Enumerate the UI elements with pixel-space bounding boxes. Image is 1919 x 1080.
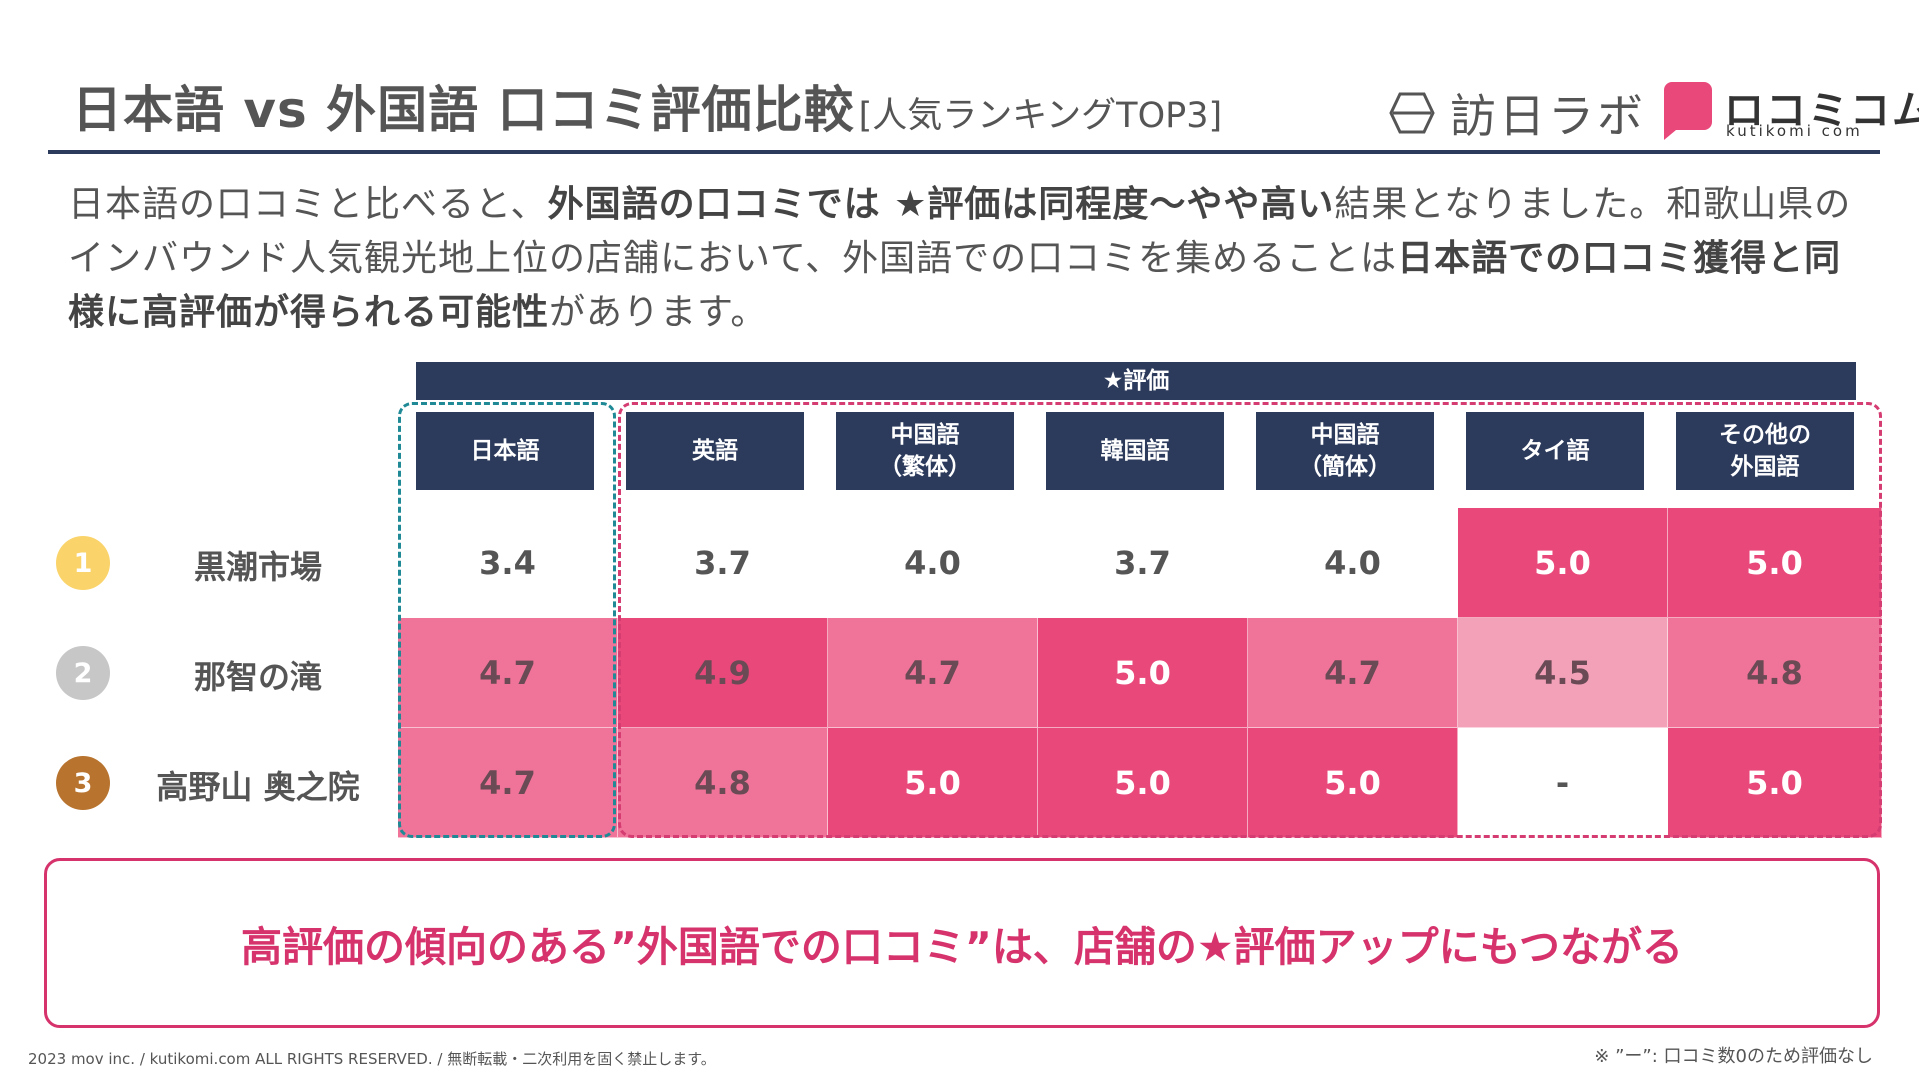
store-name: 那智の滝 <box>193 658 322 696</box>
footnote-text: ※ ”ー”: 口コミ数0のため評価なし <box>1594 1046 1873 1067</box>
summary-part-3: があります。 <box>549 292 768 333</box>
rating-cell: 4.7 <box>1248 618 1458 728</box>
rating-cell: 5.0 <box>1668 728 1882 838</box>
kutikomi-logo-kana: ロコミコム <box>1724 88 1919 134</box>
summary-text: 日本語の口コミと比べると、外国語の口コミでは ★評価は同程度〜やや高い結果となり… <box>68 178 1858 340</box>
page-subtitle: [人気ランキングTOP3] <box>858 96 1223 136</box>
rating-cell: 4.7 <box>398 728 618 838</box>
conclusion-box: 高評価の傾向のある”外国語での口コミ”は、店舗の★評価アップにもつながる <box>44 858 1880 1028</box>
rating-cell: 5.0 <box>1668 508 1882 618</box>
summary-part-2: 結果となりました。和歌山県のインバウンド人気観光地上位の店舗において、外国語での… <box>68 184 1852 279</box>
column-header: 韓国語 <box>1046 412 1224 490</box>
rating-cell: 4.7 <box>398 618 618 728</box>
rating-cell: 4.9 <box>618 618 828 728</box>
rating-cell: 3.7 <box>1038 508 1248 618</box>
rating-cell: 3.7 <box>618 508 828 618</box>
rating-cell: 5.0 <box>1458 508 1668 618</box>
rating-cell: 5.0 <box>1038 728 1248 838</box>
rank-badge: 1 <box>56 536 110 590</box>
conclusion-text: 高評価の傾向のある”外国語での口コミ”は、店舗の★評価アップにもつながる <box>240 923 1683 971</box>
summary-part-1: 日本語の口コミと比べると、 <box>68 184 548 225</box>
summary-bold-2: 日本語での口コミ獲得と同様に高評価が得られる可能性 <box>68 238 1842 333</box>
rating-cell: 5.0 <box>1038 618 1248 728</box>
summary-bold-1: 外国語の口コミでは ★評価は同程度〜やや高い <box>547 184 1335 225</box>
kutikomi-logo-icon <box>1664 82 1712 140</box>
kutikomi-logo-roman: kutikomi com <box>1726 122 1863 140</box>
page-title-row: 日本語 vs 外国語 口コミ評価比較 [人気ランキングTOP3] <box>72 70 1222 142</box>
column-header: 中国語 （簡体） <box>1256 412 1434 490</box>
column-header: 日本語 <box>416 412 594 490</box>
column-header: タイ語 <box>1466 412 1644 490</box>
rating-cell: 4.0 <box>828 508 1038 618</box>
column-header: その他の 外国語 <box>1676 412 1854 490</box>
page-title: 日本語 vs 外国語 口コミ評価比較 <box>72 81 855 139</box>
title-divider <box>48 150 1880 154</box>
houjin-lab-logo-text: 訪日ラボ <box>1450 89 1646 143</box>
rating-cell: 3.4 <box>398 508 618 618</box>
column-header: 英語 <box>626 412 804 490</box>
rating-cell: 5.0 <box>1248 728 1458 838</box>
rating-header-bar: ★評価 <box>416 362 1856 400</box>
copyright-text: 2023 mov inc. / kutikomi.com ALL RIGHTS … <box>28 1050 716 1068</box>
rank-badge: 2 <box>56 646 110 700</box>
rating-cell: 4.0 <box>1248 508 1458 618</box>
japanese-column-highlight <box>398 402 616 838</box>
rating-cell: 4.7 <box>828 618 1038 728</box>
rating-cell: - <box>1458 728 1668 838</box>
rank-badge: 3 <box>56 756 110 810</box>
houjin-lab-logo-icon <box>1389 92 1435 134</box>
houjin-lab-logo: 訪日ラボ <box>1388 80 1646 146</box>
rating-cell: 4.5 <box>1458 618 1668 728</box>
foreign-columns-highlight <box>618 402 1882 838</box>
store-name: 黒潮市場 <box>193 548 322 586</box>
rating-cell: 4.8 <box>1668 618 1882 728</box>
store-name: 高野山 奥之院 <box>156 768 360 806</box>
column-header: 中国語 （繁体） <box>836 412 1014 490</box>
